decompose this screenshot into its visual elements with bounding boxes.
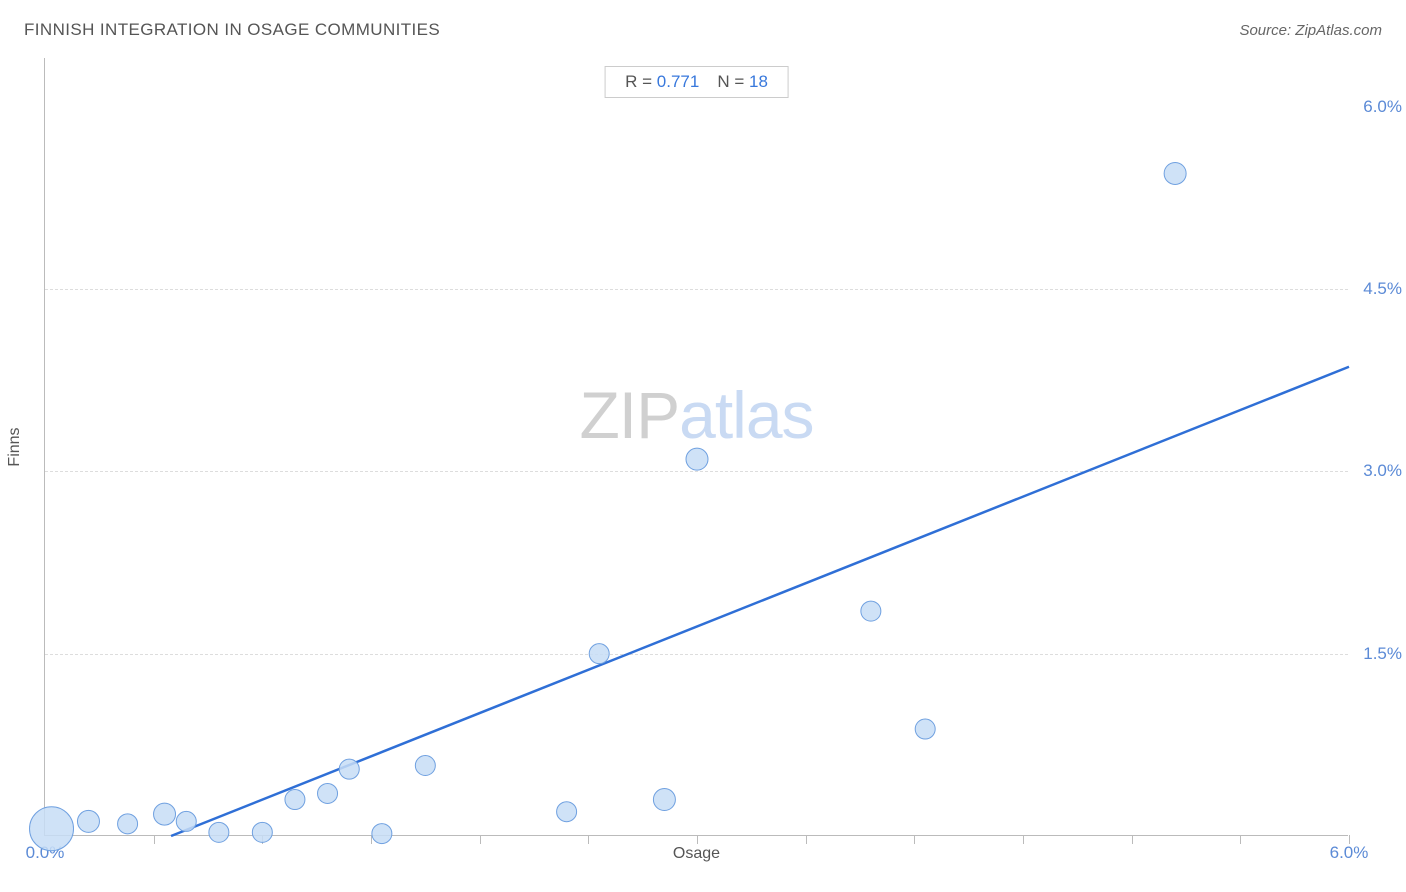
data-point xyxy=(415,755,435,775)
x-tick xyxy=(914,835,915,844)
source-attribution: Source: ZipAtlas.com xyxy=(1239,22,1382,39)
data-point xyxy=(154,803,176,825)
x-tick xyxy=(154,835,155,844)
n-label: N = xyxy=(717,72,744,91)
data-point xyxy=(176,811,196,831)
data-point xyxy=(30,807,74,851)
x-tick xyxy=(1240,835,1241,844)
data-point xyxy=(1164,162,1186,184)
x-tick xyxy=(1023,835,1024,844)
data-point xyxy=(77,810,99,832)
chart-header: FINNISH INTEGRATION IN OSAGE COMMUNITIES… xyxy=(24,20,1382,40)
y-tick-label: 4.5% xyxy=(1363,279,1402,299)
data-point xyxy=(653,789,675,811)
data-point xyxy=(209,822,229,842)
r-value: 0.771 xyxy=(657,72,700,91)
x-tick xyxy=(1132,835,1133,844)
y-tick-label: 3.0% xyxy=(1363,461,1402,481)
plot-area: Finns Osage 0.0%6.0% 1.5%3.0%4.5%6.0% ZI… xyxy=(44,58,1348,836)
data-point xyxy=(339,759,359,779)
x-tick-label: 6.0% xyxy=(1330,843,1369,863)
data-point xyxy=(285,790,305,810)
y-axis-title: Finns xyxy=(6,427,24,466)
y-tick-label: 6.0% xyxy=(1363,97,1402,117)
stats-box: R = 0.771 N = 18 xyxy=(604,66,789,98)
x-tick xyxy=(588,835,589,844)
n-value: 18 xyxy=(749,72,768,91)
r-label: R = xyxy=(625,72,652,91)
scatter-svg xyxy=(45,58,1348,835)
x-axis-title: Osage xyxy=(673,845,720,863)
chart-title: FINNISH INTEGRATION IN OSAGE COMMUNITIES xyxy=(24,20,440,40)
n-stat: N = 18 xyxy=(717,72,768,92)
data-point xyxy=(318,783,338,803)
data-point xyxy=(118,814,138,834)
data-point xyxy=(589,644,609,664)
x-tick xyxy=(697,835,698,844)
data-point xyxy=(372,824,392,844)
x-tick xyxy=(480,835,481,844)
data-point xyxy=(686,448,708,470)
data-point xyxy=(557,802,577,822)
y-tick-label: 1.5% xyxy=(1363,644,1402,664)
data-point xyxy=(915,719,935,739)
r-stat: R = 0.771 xyxy=(625,72,699,92)
data-point xyxy=(861,601,881,621)
data-point xyxy=(252,822,272,842)
x-tick xyxy=(806,835,807,844)
